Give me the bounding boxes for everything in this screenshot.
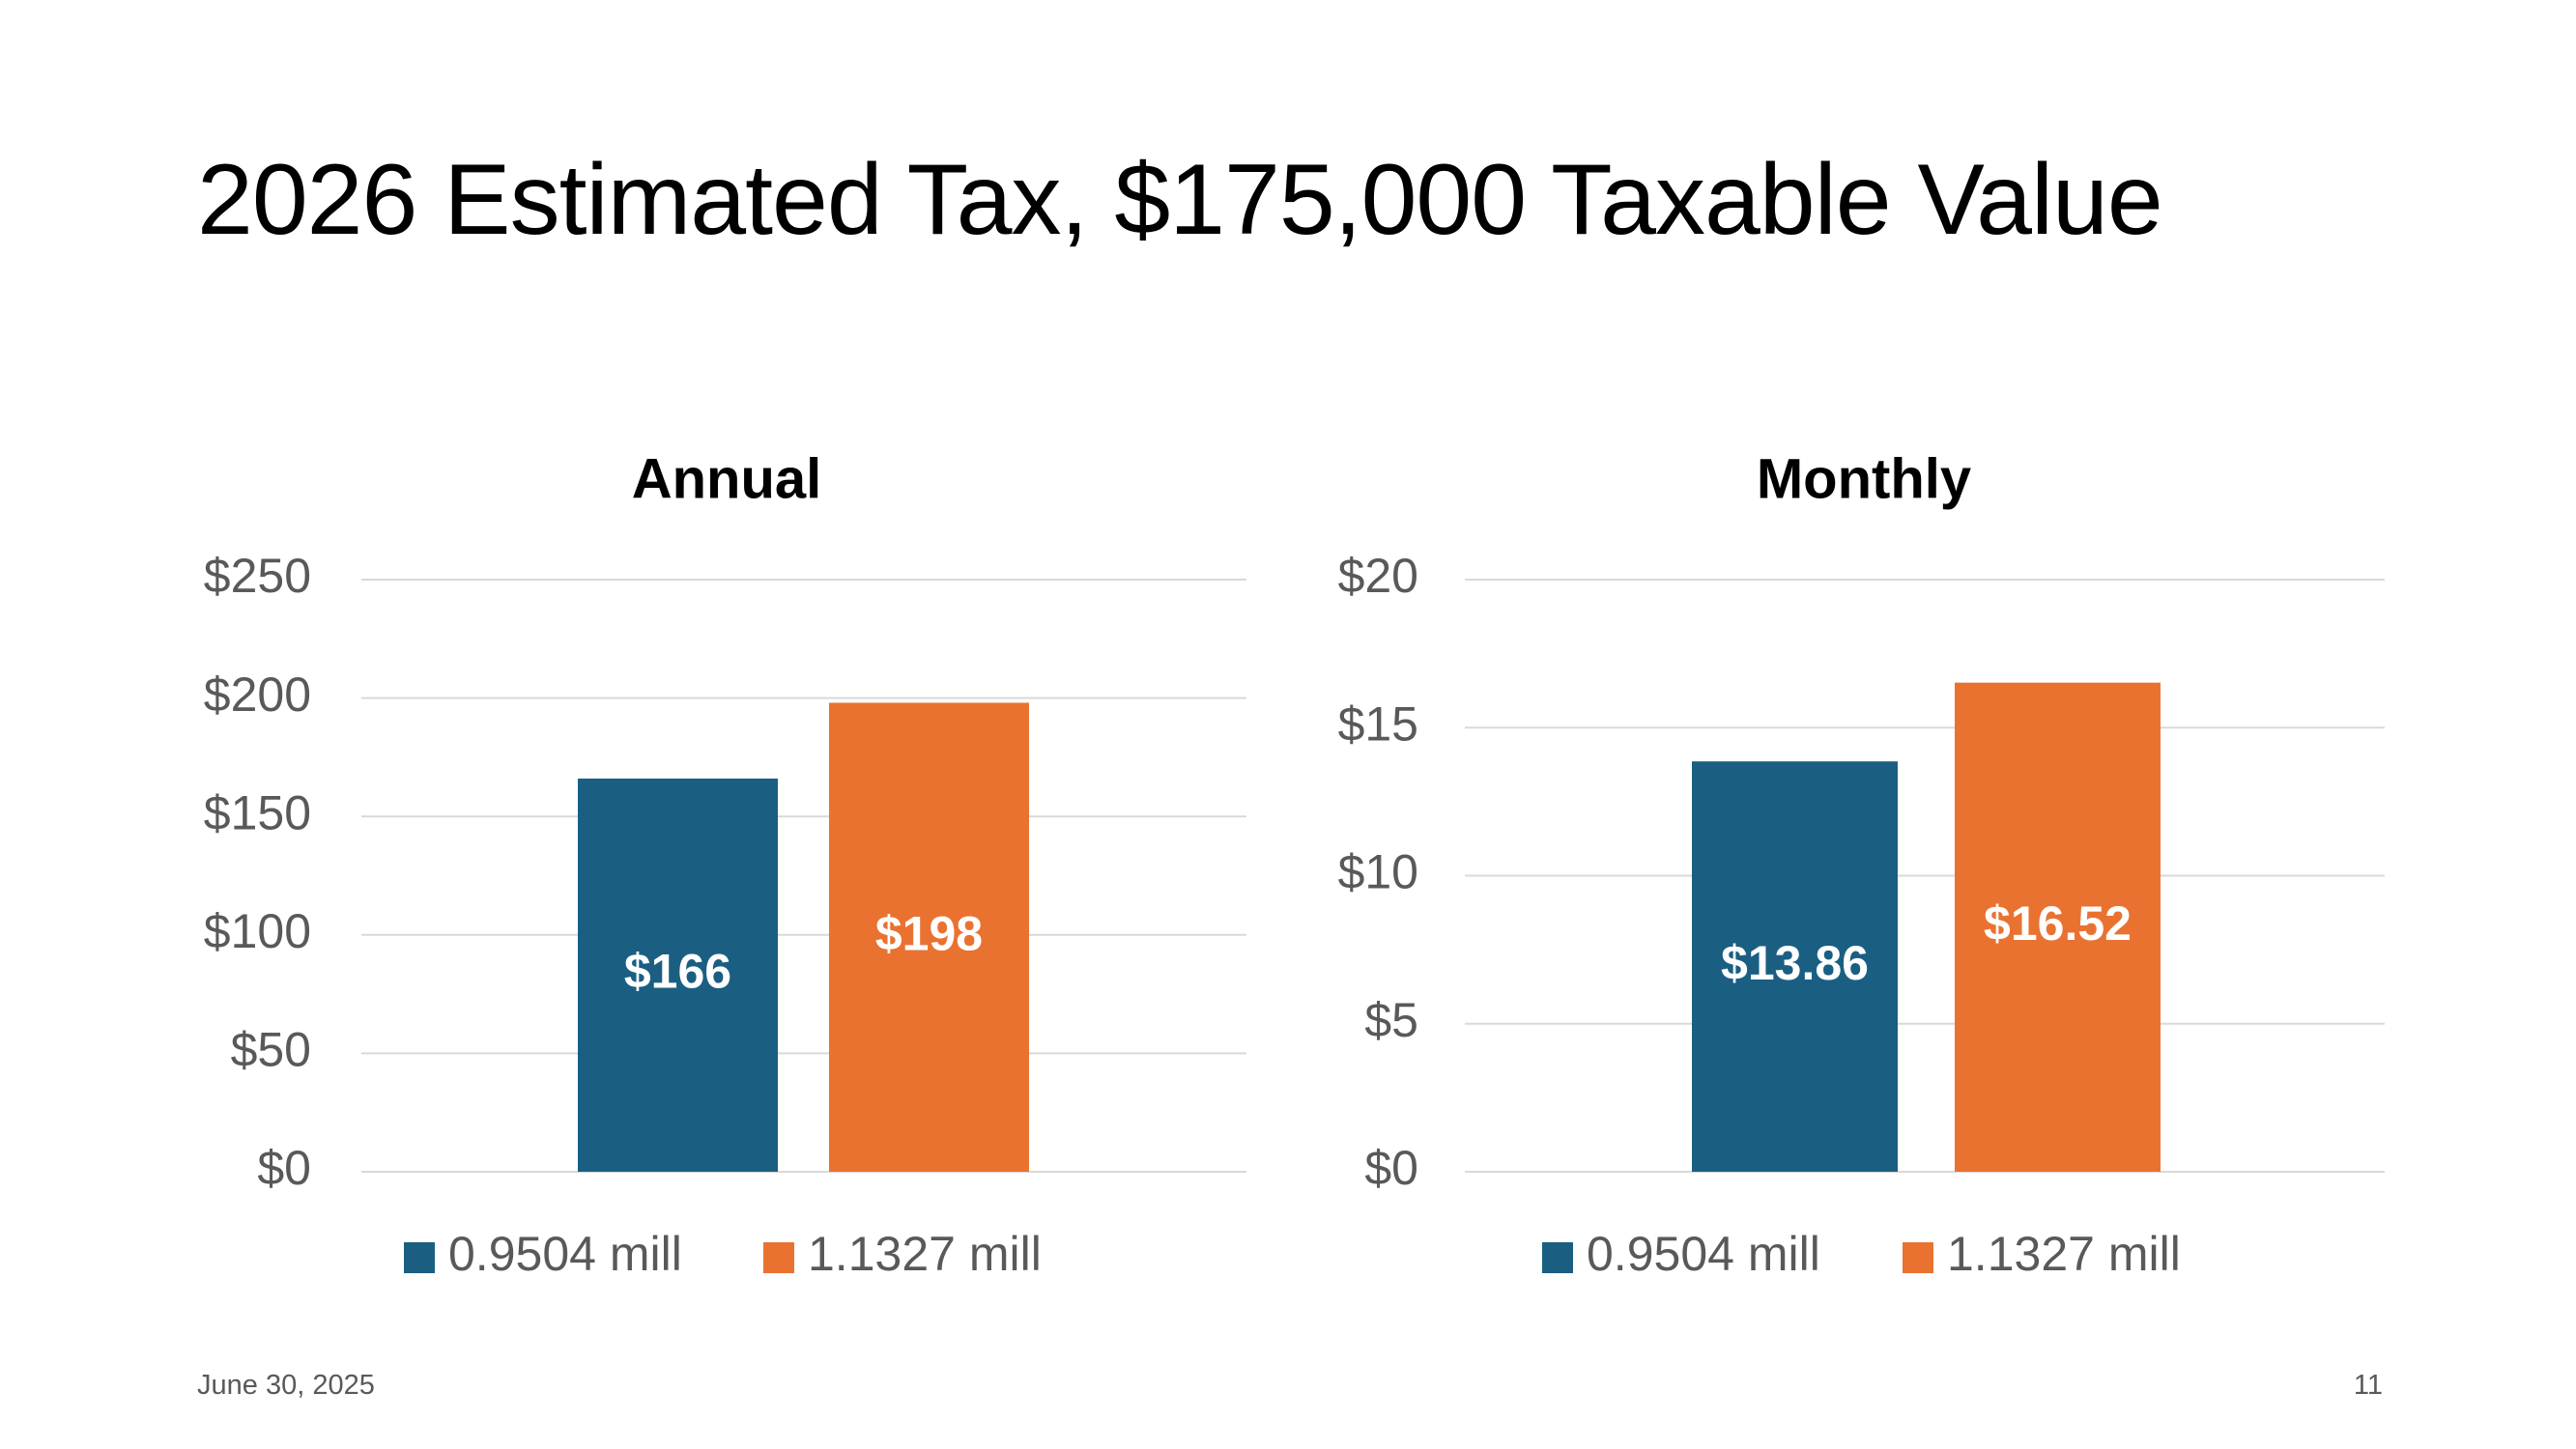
bar-data-label: $166 (624, 945, 731, 999)
legend-label: 1.1327 mill (1947, 1227, 2181, 1281)
bar-data-label: $13.86 (1721, 936, 1869, 990)
y-tick-label: $15 (1338, 696, 1418, 751)
chart-title: Annual (632, 447, 822, 510)
bar-data-label: $16.52 (1984, 896, 2132, 951)
legend-swatch (1542, 1242, 1573, 1273)
y-tick-label: $150 (204, 785, 311, 839)
page-number: 11 (2353, 1370, 2383, 1401)
y-tick-label: $250 (204, 549, 311, 603)
y-tick-label: $0 (257, 1141, 311, 1195)
legend-label: 1.1327 mill (808, 1227, 1042, 1281)
bar-data-label: $198 (875, 906, 983, 960)
legend-label: 0.9504 mill (1587, 1227, 1820, 1281)
monthly-chart: Monthly $0 $5 $10 $15 $20 $13.86 $16.52 0.9504 m… (1338, 447, 2385, 1281)
bar (578, 778, 778, 1172)
bar (1692, 761, 1898, 1172)
y-tick-label: $10 (1338, 845, 1418, 899)
chart-title: Monthly (1757, 447, 1971, 510)
legend-swatch (1903, 1242, 1933, 1273)
bar (1955, 682, 2161, 1172)
bar (829, 702, 1029, 1172)
y-tick-label: $5 (1364, 993, 1418, 1047)
footer-date: June 30, 2025 (197, 1370, 375, 1401)
y-tick-label: $0 (1364, 1141, 1418, 1195)
y-tick-label: $100 (204, 904, 311, 958)
y-tick-label: $20 (1338, 549, 1418, 603)
y-tick-label: $50 (231, 1023, 311, 1077)
legend-swatch (404, 1242, 435, 1273)
y-tick-label: $200 (204, 668, 311, 722)
annual-chart: Annual $0 $50 $100 $150 $200 $250 $166 $198 0.950… (204, 447, 1246, 1281)
legend-label: 0.9504 mill (448, 1227, 682, 1281)
slide-title: 2026 Estimated Tax, $175,000 Taxable Val… (197, 144, 2163, 256)
legend-swatch (763, 1242, 794, 1273)
